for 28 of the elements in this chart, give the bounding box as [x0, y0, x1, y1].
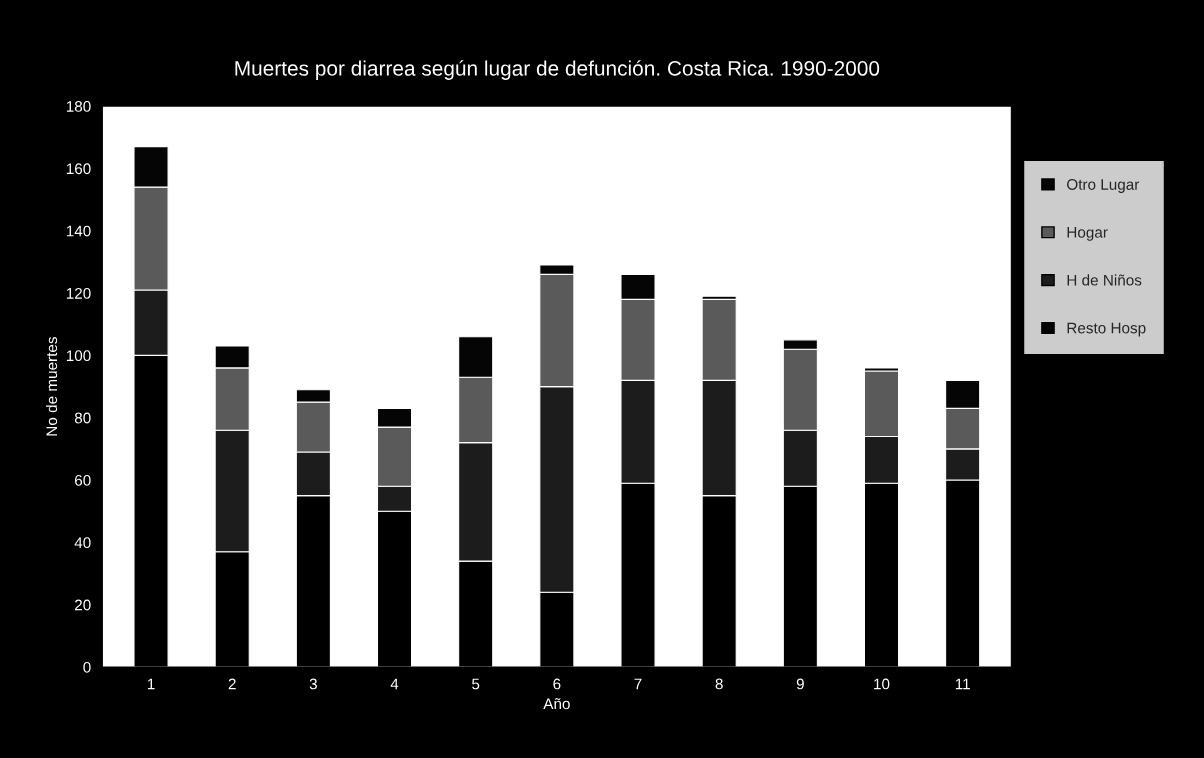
x-tick-label: 7	[634, 678, 642, 690]
x-tick-label: 5	[472, 678, 480, 690]
y-tick-label: 40	[74, 537, 91, 549]
x-axis-title: Año	[543, 698, 570, 710]
y-tick-label: 140	[66, 225, 91, 237]
legend-label: Otro Lugar	[1067, 179, 1140, 193]
x-tick-label: 8	[715, 678, 723, 690]
x-tick-label: 2	[228, 678, 236, 690]
y-tick-label: 60	[75, 474, 91, 486]
x-tick-label: 6	[553, 678, 561, 690]
y-tick-label: 180	[66, 100, 91, 112]
x-tick-label: 11	[955, 678, 970, 690]
x-tick-label: 4	[390, 678, 399, 690]
y-tick-label: 120	[66, 287, 91, 299]
y-tick-label: 80	[74, 412, 91, 424]
x-tick-label: 3	[309, 678, 317, 690]
chart-title: Muertes por diarrea según lugar de defunción. Costa Rica. 1990-2000	[235, 60, 880, 80]
legend-label: H de Niños	[1067, 274, 1142, 286]
y-axis-title: No de muertes	[45, 337, 58, 436]
y-tick-label: 20	[75, 599, 91, 611]
x-tick-label: 10	[874, 678, 890, 690]
legend-label: Resto Hosp	[1067, 322, 1146, 337]
y-tick-label: 160	[66, 163, 91, 175]
legend-label: Hogar	[1067, 227, 1108, 241]
y-tick-label: 100	[66, 350, 91, 362]
x-tick-label: 9	[796, 678, 804, 690]
x-tick-label: 1	[147, 678, 155, 690]
y-tick-label: 0	[83, 661, 91, 673]
